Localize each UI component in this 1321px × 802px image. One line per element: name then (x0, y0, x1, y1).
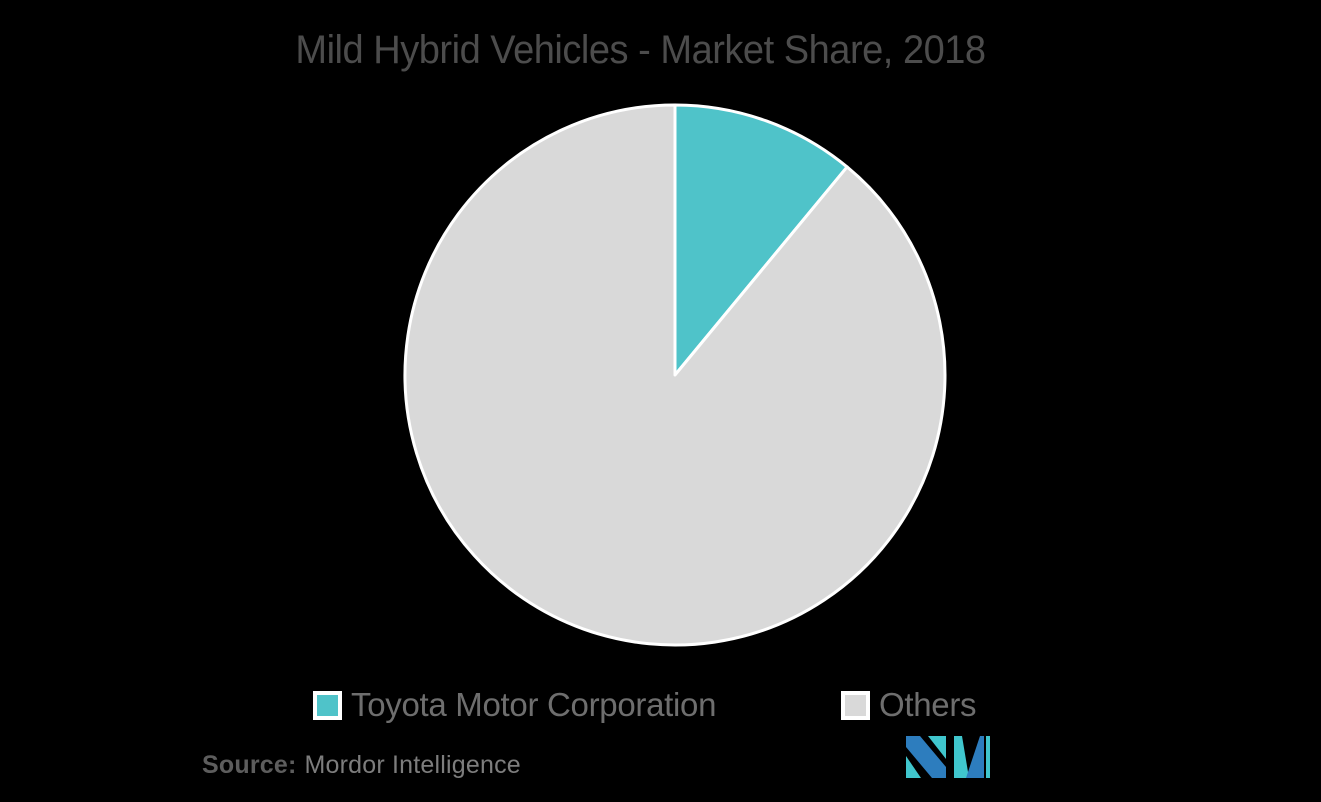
legend-swatch-toyota (313, 690, 342, 720)
logo-left-bottom-teal-triangle (906, 756, 921, 778)
legend-label-others: Others (879, 686, 977, 723)
source-attribution: Source: Mordor Intelligence (202, 751, 521, 780)
pie-slice-others (403, 103, 947, 647)
logo-right-blue-triangle (966, 736, 984, 778)
legend-item-toyota: Toyota Motor Corporation (313, 686, 717, 723)
legend-swatch-others (841, 690, 870, 720)
pie-slice-toyota-motor-corporation (673, 103, 849, 377)
logo-right-teal-strip (954, 736, 969, 778)
legend-label-toyota: Toyota Motor Corporation (351, 686, 717, 723)
logo-left-blue-band (906, 736, 946, 778)
chart-title: Mild Hybrid Vehicles - Market Share, 201… (295, 28, 986, 72)
source-name: Mordor Intelligence (304, 751, 521, 779)
logo-right-edge-teal-strip (986, 736, 990, 778)
legend-item-others: Others (841, 686, 977, 723)
mordor-intelligence-logo (906, 736, 990, 778)
chart-legend: Toyota Motor Corporation Others (0, 686, 1321, 724)
source-prefix-label: Source: (202, 751, 297, 779)
logo-left-top-teal-triangle (928, 736, 946, 759)
